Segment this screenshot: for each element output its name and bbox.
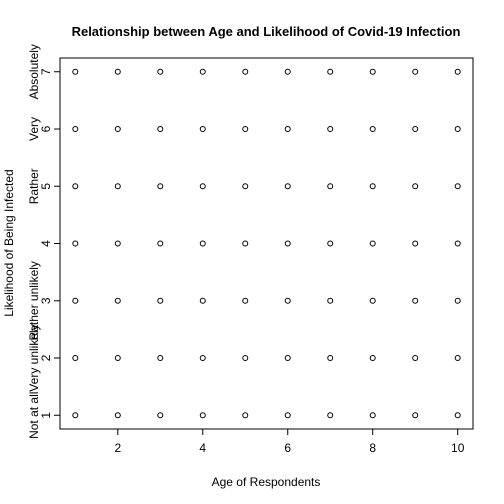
point: [157, 412, 164, 419]
point: [284, 412, 291, 419]
point: [242, 297, 249, 304]
x-tick-label: 6: [284, 441, 291, 455]
point: [242, 240, 249, 247]
point: [454, 297, 461, 304]
point: [114, 297, 121, 304]
y-tick-label: 3: [39, 297, 53, 304]
point: [199, 355, 206, 362]
point: [369, 125, 376, 132]
point: [454, 355, 461, 362]
plot-frame: [59, 57, 474, 430]
point: [369, 240, 376, 247]
point: [284, 297, 291, 304]
point: [284, 183, 291, 190]
point: [369, 183, 376, 190]
point: [199, 297, 206, 304]
y-tick-label: 7: [39, 68, 53, 75]
point: [369, 68, 376, 75]
point: [114, 125, 121, 132]
point: [412, 125, 419, 132]
point: [369, 297, 376, 304]
point: [242, 183, 249, 190]
point: [72, 125, 79, 132]
point: [242, 355, 249, 362]
point: [72, 297, 79, 304]
y-tick-label: 4: [39, 240, 53, 247]
y-axis-label: Likelihood of Being Infected: [2, 169, 16, 316]
point: [242, 68, 249, 75]
point: [327, 297, 334, 304]
y-tick-label: 2: [39, 354, 53, 361]
point: [157, 183, 164, 190]
point: [412, 183, 419, 190]
point: [454, 412, 461, 419]
point: [72, 355, 79, 362]
point: [454, 68, 461, 75]
point: [327, 412, 334, 419]
point: [412, 355, 419, 362]
y-category-label: Rather unlikely: [27, 261, 41, 340]
point: [327, 183, 334, 190]
y-category-label: Very unlikely: [27, 324, 41, 391]
y-tick-label: 1: [39, 412, 53, 419]
y-category-label: Very: [27, 117, 41, 141]
point: [199, 125, 206, 132]
point: [199, 240, 206, 247]
x-tick-label: 2: [114, 441, 121, 455]
point: [284, 240, 291, 247]
point: [157, 297, 164, 304]
point: [412, 412, 419, 419]
x-tick-label: 8: [369, 441, 376, 455]
point: [114, 355, 121, 362]
point: [327, 125, 334, 132]
x-tick-label: 10: [451, 441, 465, 455]
y-category-label: Rather: [27, 168, 41, 204]
point: [284, 125, 291, 132]
point: [114, 68, 121, 75]
y-category-label: Absolutely: [27, 44, 41, 99]
point: [284, 355, 291, 362]
point: [284, 68, 291, 75]
point: [454, 125, 461, 132]
chart-title: Relationship between Age and Likelihood …: [72, 24, 461, 39]
point: [242, 125, 249, 132]
point: [454, 183, 461, 190]
point: [369, 355, 376, 362]
point: [157, 68, 164, 75]
x-tick-label: 4: [199, 441, 206, 455]
point: [157, 240, 164, 247]
point: [114, 183, 121, 190]
y-category-label: Not at all: [27, 392, 41, 439]
y-tick-label: 6: [39, 125, 53, 132]
point: [72, 68, 79, 75]
point: [199, 68, 206, 75]
y-tick-label: 5: [39, 183, 53, 190]
point: [412, 297, 419, 304]
point: [114, 240, 121, 247]
x-axis-label: Age of Respondents: [212, 475, 321, 489]
point: [454, 240, 461, 247]
point: [72, 183, 79, 190]
point: [412, 240, 419, 247]
point: [114, 412, 121, 419]
point: [327, 355, 334, 362]
point: [412, 68, 419, 75]
point: [242, 412, 249, 419]
point: [199, 183, 206, 190]
point: [327, 240, 334, 247]
point: [157, 355, 164, 362]
point: [369, 412, 376, 419]
point: [157, 125, 164, 132]
point: [199, 412, 206, 419]
point: [72, 412, 79, 419]
point: [327, 68, 334, 75]
point: [72, 240, 79, 247]
